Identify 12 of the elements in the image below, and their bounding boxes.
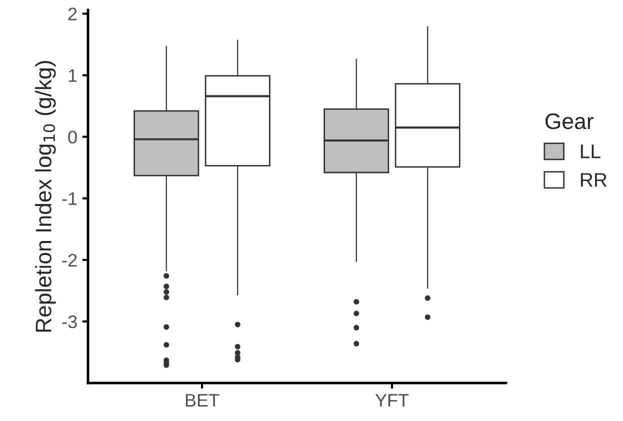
y-tick-label: 0 — [68, 130, 77, 144]
y-tick-label: -2 — [62, 254, 77, 266]
x-tick-label: BET — [186, 394, 220, 406]
y-tick-label: 2 — [68, 8, 77, 20]
y-tick-label: -1 — [62, 192, 77, 205]
y-axis-title: Repletion Index log$_{10}$ (g/kg) — [35, 61, 56, 332]
y-tick-label: -3 — [62, 315, 77, 328]
legend-title: Gear — [546, 113, 594, 130]
legend-label: RR — [580, 173, 607, 187]
y-tick-label: 1 — [68, 69, 77, 82]
x-tick-label: YFT — [375, 394, 409, 406]
legend-label: LL — [580, 144, 600, 158]
